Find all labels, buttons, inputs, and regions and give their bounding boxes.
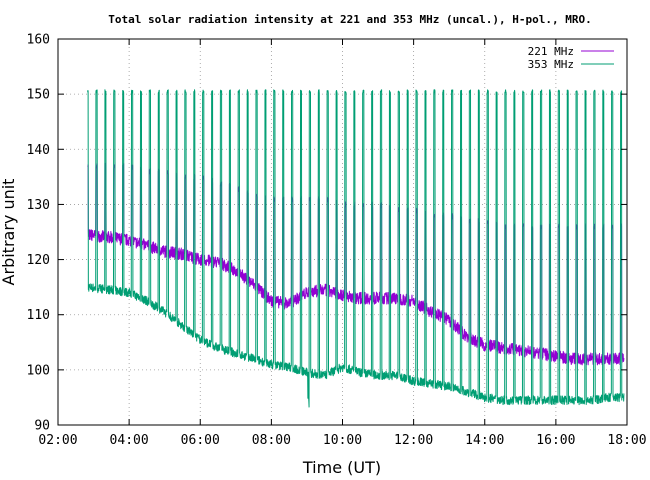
y-tick-label: 90 [34,419,50,434]
x-tick-label: 14:00 [465,433,504,448]
y-tick-label: 160 [27,33,50,48]
legend-label-353: 353 MHz [528,58,574,71]
y-axis-label: Arbitrary unit [0,179,18,286]
chart-title: Total solar radiation intensity at 221 a… [108,13,591,26]
legend-label-221: 221 MHz [528,45,574,58]
y-tick-label: 100 [27,363,50,378]
legend: 221 MHz 353 MHz [528,45,614,71]
x-tick-label: 10:00 [323,433,362,448]
y-tick-label: 150 [27,88,50,103]
x-tick-label: 18:00 [607,433,646,448]
x-tick-label: 02:00 [38,433,77,448]
x-tick-label: 12:00 [394,433,433,448]
series-line-353 [87,89,625,408]
x-tick-label: 08:00 [252,433,291,448]
series-layer [87,89,625,408]
ticks: 90 100 110 120 130 140 150 160 02:00 04:00 06:00 08… [27,33,647,449]
x-tick-label: 16:00 [536,433,575,448]
y-tick-label: 120 [27,253,50,268]
x-tick-label: 06:00 [181,433,220,448]
x-tick-label: 04:00 [110,433,149,448]
y-tick-label: 110 [27,308,50,323]
y-tick-label: 140 [27,143,50,158]
x-axis-label: Time (UT) [302,458,381,477]
y-tick-label: 130 [27,198,50,213]
